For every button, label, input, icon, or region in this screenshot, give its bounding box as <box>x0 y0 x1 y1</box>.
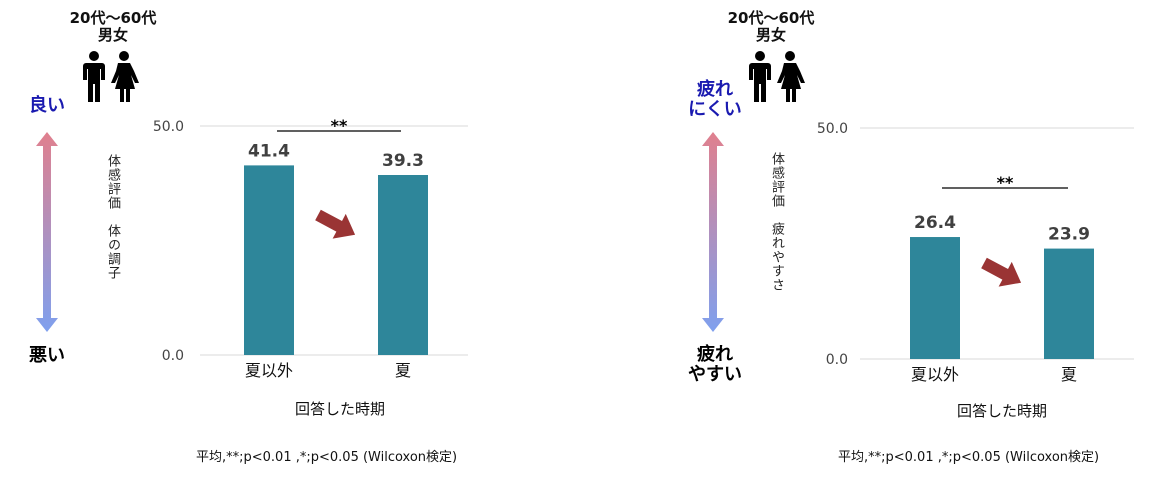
people-icon-group <box>749 51 805 102</box>
female-person-icon <box>777 51 805 102</box>
demographic-label: 20代～60代 男女 <box>58 10 168 44</box>
panel-physical-condition: 20代～60代 男女 良い 悪い 体感評価 体の調子 50.0 0.0 <box>0 0 560 477</box>
data-label-non-summer: 26.4 <box>914 213 956 233</box>
male-person-icon <box>83 51 105 102</box>
x-tick-label-non-summer: 夏以外 <box>911 365 959 384</box>
data-label-summer: 23.9 <box>1048 225 1090 245</box>
y-tick-label-max: 50.0 <box>153 119 184 135</box>
scale-top-label: 良い <box>22 96 72 116</box>
y-tick-label-min: 0.0 <box>826 352 848 368</box>
vertical-axis-label: 体感評価 体の調子 <box>105 154 120 280</box>
scale-bottom-line: 疲れ <box>697 344 733 365</box>
bar-non-summer <box>244 165 294 355</box>
trend-arrow-icon <box>981 257 1022 287</box>
y-tick-label-min: 0.0 <box>162 348 184 364</box>
demographic-age: 20代～60代 <box>727 9 815 27</box>
double-arrow-icon <box>702 132 724 332</box>
double-arrow-icon <box>36 132 58 332</box>
bar-chart-fatigue: 50.0 0.0 26.4 23.9 夏以外 夏 ** <box>817 121 1134 384</box>
x-tick-label-non-summer: 夏以外 <box>245 361 293 380</box>
bar-chart-physical-condition: 50.0 0.0 41.4 39.3 夏以外 夏 ** <box>153 116 468 380</box>
significance-marker: ** <box>997 173 1014 192</box>
demographic-age: 20代～60代 <box>69 9 157 27</box>
bar-summer <box>1044 248 1094 359</box>
scale-top-line: にくい <box>688 99 742 120</box>
male-person-icon <box>749 51 771 102</box>
data-label-summer: 39.3 <box>382 151 424 171</box>
x-axis-title: 回答した時期 <box>956 402 1047 420</box>
trend-arrow-icon <box>315 209 356 239</box>
scale-bottom-line: やすい <box>688 364 742 385</box>
significance-marker: ** <box>331 116 348 135</box>
scale-bottom-label: 悪い <box>22 346 72 366</box>
scale-top-label: 疲れ にくい <box>684 80 746 120</box>
people-icon-group <box>83 51 139 102</box>
scale-bottom-line: 悪い <box>29 345 65 366</box>
x-tick-label-summer: 夏 <box>395 361 411 380</box>
bar-summer <box>378 175 428 355</box>
y-tick-label-max: 50.0 <box>817 121 848 137</box>
footnote: 平均,**;p<0.01 ,*;p<0.05 (Wilcoxon検定) <box>196 450 458 465</box>
footnote: 平均,**;p<0.01 ,*;p<0.05 (Wilcoxon検定) <box>838 450 1100 465</box>
panel-fatigue: 20代～60代 男女 疲れ にくい 疲れ やすい 体感評価 疲れやすさ 50 <box>660 0 1160 477</box>
vertical-axis-label: 体感評価 疲れやすさ <box>769 152 784 292</box>
scale-bottom-label: 疲れ やすい <box>682 345 748 385</box>
demographic-gender: 男女 <box>755 26 786 44</box>
x-tick-label-summer: 夏 <box>1061 365 1077 384</box>
demographic-label: 20代～60代 男女 <box>716 10 826 44</box>
scale-top-line: 疲れ <box>697 79 733 100</box>
demographic-gender: 男女 <box>97 26 128 44</box>
x-axis-title: 回答した時期 <box>294 400 385 418</box>
scale-top-line: 良い <box>29 95 65 116</box>
data-label-non-summer: 41.4 <box>248 141 290 161</box>
female-person-icon <box>111 51 139 102</box>
bar-non-summer <box>910 237 960 359</box>
